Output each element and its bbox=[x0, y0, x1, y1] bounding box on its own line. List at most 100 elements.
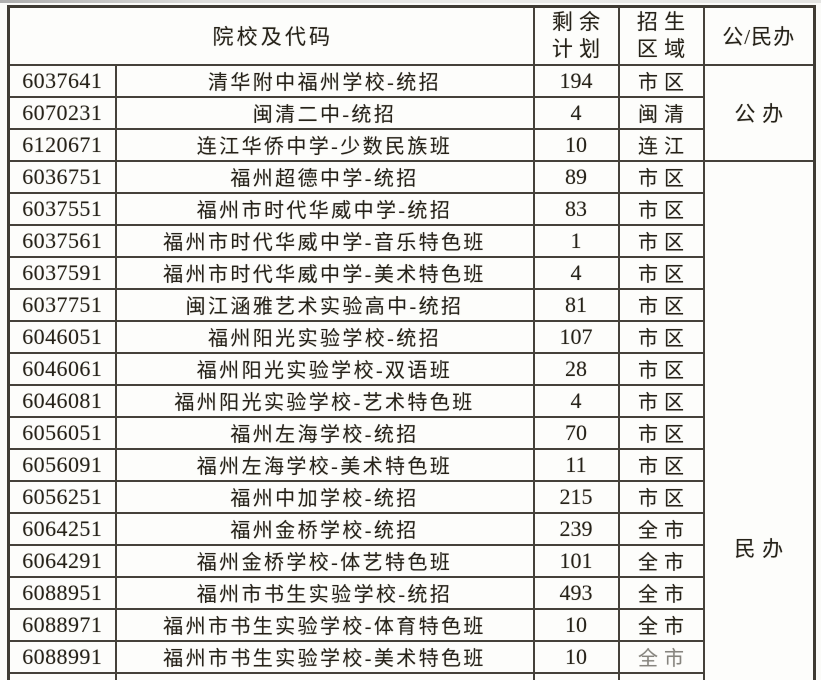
header-school-and-code: 院校及代码 bbox=[7, 5, 535, 66]
table-row: 6046081 福州阳光实验学校-艺术特色班 4 市区 bbox=[7, 383, 815, 418]
district-value: 市区 bbox=[617, 63, 705, 98]
header-school-and-code-label: 院校及代码 bbox=[212, 24, 334, 49]
remaining-plan-value: 194 bbox=[532, 63, 620, 98]
district-value: 市区 bbox=[617, 319, 705, 354]
school-name: 清华附中福州学校-统招 bbox=[114, 63, 535, 98]
school-code: 6046081 bbox=[7, 383, 117, 418]
school-code: 6037751 bbox=[7, 287, 117, 322]
school-code: 6070231 bbox=[7, 95, 117, 130]
ownership-cell: 民办 bbox=[702, 159, 816, 680]
district-value: 全市 bbox=[617, 639, 705, 674]
school-code: 6088951 bbox=[7, 575, 117, 610]
district-value: 市区 bbox=[617, 191, 705, 226]
remaining-plan-value: 70 bbox=[532, 415, 620, 450]
remaining-plan-value: 10 bbox=[532, 639, 620, 674]
district-value: 市区 bbox=[617, 383, 705, 418]
school-code: 6037551 bbox=[7, 191, 117, 226]
district-value: 市区 bbox=[617, 447, 705, 482]
school-code: 6037591 bbox=[7, 255, 117, 290]
district-value: 全市 bbox=[617, 607, 705, 642]
remaining-plan-value: 107 bbox=[532, 319, 620, 354]
district-value: 市区 bbox=[617, 351, 705, 386]
table-row: 6064251 福州金桥学校-统招 239 全市 bbox=[7, 511, 815, 546]
table-row: 6056091 福州左海学校-美术特色班 11 市区 bbox=[7, 447, 815, 482]
scan-top-edge bbox=[0, 0, 821, 3]
table-row: 6120671 连江华侨中学-少数民族班 10 连江 bbox=[7, 127, 815, 162]
remaining-plan-value: 10 bbox=[532, 127, 620, 162]
table-row: 6046051 福州阳光实验学校-统招 107 市区 bbox=[7, 319, 815, 354]
header-row: 院校及代码 剩余 计划 招生 区域 公/民办 bbox=[7, 5, 816, 66]
table-row: 6070231 闽清二中-统招 4 闽清 bbox=[7, 95, 815, 130]
district-value: 市区 bbox=[617, 287, 705, 322]
school-name: 福州市时代华威中学-统招 bbox=[114, 191, 535, 226]
school-name: 连江华侨中学-少数民族班 bbox=[114, 127, 535, 162]
remaining-plan-value: 81 bbox=[532, 287, 620, 322]
partial-row bbox=[7, 671, 815, 680]
school-code: 6056051 bbox=[7, 415, 117, 450]
school-code: 6064291 bbox=[7, 543, 117, 578]
table-row: 6036751 福州超德中学-统招 89 市区 民办 bbox=[7, 159, 816, 680]
table-row: 6037641 清华附中福州学校-统招 194 市区 公办 bbox=[7, 63, 816, 162]
table-row: 6088951 福州市书生实验学校-统招 493 全市 bbox=[7, 575, 815, 610]
ownership-label: 公办 bbox=[734, 101, 790, 126]
school-code: 6046061 bbox=[7, 351, 117, 386]
school-name: 福州市书生实验学校-美术特色班 bbox=[114, 639, 535, 674]
header-enrollment-district-line2: 区域 bbox=[636, 36, 692, 61]
remaining-plan-value: 11 bbox=[532, 447, 620, 482]
school-name: 福州左海学校-统招 bbox=[114, 415, 535, 450]
table-row: 6037751 闽江涵雅艺术实验高中-统招 81 市区 bbox=[7, 287, 815, 322]
header-enrollment-district: 招生 区域 bbox=[617, 5, 705, 66]
table-row: 6064291 福州金桥学校-体艺特色班 101 全市 bbox=[7, 543, 815, 578]
district-value: 市区 bbox=[617, 223, 705, 258]
school-code: 6056091 bbox=[7, 447, 117, 482]
remaining-plan-value: 10 bbox=[532, 607, 620, 642]
ownership-label: 民办 bbox=[734, 536, 790, 561]
district-value: 市区 bbox=[617, 479, 705, 514]
school-name: 闽江涵雅艺术实验高中-统招 bbox=[114, 287, 535, 322]
district-value: 市区 bbox=[617, 255, 705, 290]
district-value: 市区 bbox=[617, 159, 705, 194]
remaining-plan-value: 239 bbox=[532, 511, 620, 546]
remaining-plan-value: 215 bbox=[532, 479, 620, 514]
header-remaining-plan-line2: 计划 bbox=[551, 36, 607, 61]
school-code: 6064251 bbox=[7, 511, 117, 546]
school-name: 福州阳光实验学校-艺术特色班 bbox=[114, 383, 535, 418]
header-enrollment-district-line1: 招生 bbox=[636, 9, 692, 34]
school-name: 福州市书生实验学校-体育特色班 bbox=[114, 607, 535, 642]
school-name: 福州超德中学-统招 bbox=[114, 159, 535, 194]
district-value: 市区 bbox=[617, 415, 705, 450]
header-ownership: 公/民办 bbox=[702, 5, 816, 66]
table-row: 6037591 福州市时代华威中学-美术特色班 4 市区 bbox=[7, 255, 815, 290]
school-name: 福州阳光实验学校-统招 bbox=[114, 319, 535, 354]
school-name: 闽清二中-统招 bbox=[114, 95, 535, 130]
remaining-plan-value: 89 bbox=[532, 159, 620, 194]
remaining-plan-value: 28 bbox=[532, 351, 620, 386]
school-code: 6037561 bbox=[7, 223, 117, 258]
district-value: 闽清 bbox=[617, 95, 705, 130]
table-body: 6037641 清华附中福州学校-统招 194 市区 公办 6070231 闽清… bbox=[7, 63, 816, 680]
header-ownership-label: 公/民办 bbox=[722, 24, 796, 49]
header-remaining-plan: 剩余 计划 bbox=[532, 5, 620, 66]
school-name: 福州金桥学校-体艺特色班 bbox=[114, 543, 535, 578]
school-code: 6046051 bbox=[7, 319, 117, 354]
remaining-plan-value: 83 bbox=[532, 191, 620, 226]
ownership-cell: 公办 bbox=[702, 63, 816, 162]
remaining-plan-value: 101 bbox=[532, 543, 620, 578]
remaining-plan-value: 4 bbox=[532, 255, 620, 290]
admissions-table: 院校及代码 剩余 计划 招生 区域 公/民办 6037641 清华附中福州学校-… bbox=[7, 5, 817, 680]
table-row: 6046061 福州阳光实验学校-双语班 28 市区 bbox=[7, 351, 815, 386]
table-row: 6037561 福州市时代华威中学-音乐特色班 1 市区 bbox=[7, 223, 815, 258]
table-row: 6056051 福州左海学校-统招 70 市区 bbox=[7, 415, 815, 450]
school-code: 6088991 bbox=[7, 639, 117, 674]
school-name: 福州市时代华威中学-音乐特色班 bbox=[114, 223, 535, 258]
school-name: 福州左海学校-美术特色班 bbox=[114, 447, 535, 482]
district-value: 连江 bbox=[617, 127, 705, 162]
school-name: 福州市时代华威中学-美术特色班 bbox=[114, 255, 535, 290]
remaining-plan-value: 1 bbox=[532, 223, 620, 258]
table-row: 6056251 福州中加学校-统招 215 市区 bbox=[7, 479, 815, 514]
district-value: 全市 bbox=[617, 543, 705, 578]
school-code: 6120671 bbox=[7, 127, 117, 162]
remaining-plan-value: 493 bbox=[532, 575, 620, 610]
table-row: 6088971 福州市书生实验学校-体育特色班 10 全市 bbox=[7, 607, 815, 642]
